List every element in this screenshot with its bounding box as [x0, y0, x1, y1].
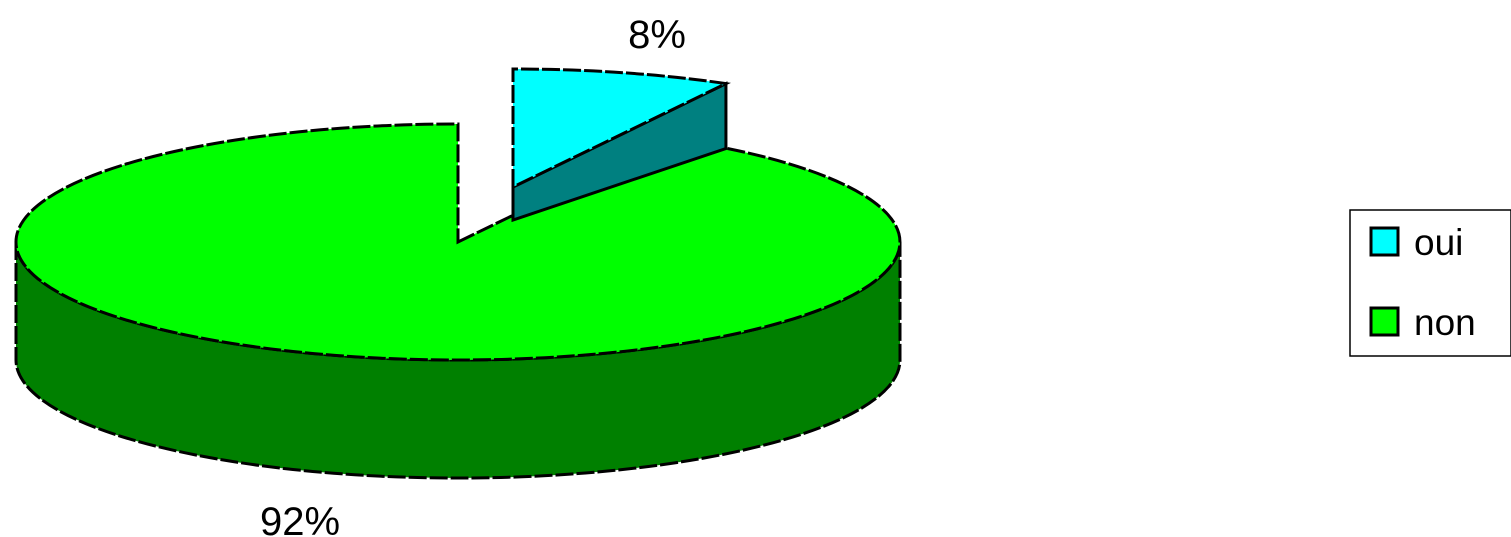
pie-slices	[14, 67, 902, 480]
legend-swatch-non	[1369, 306, 1400, 337]
legend-swatch-oui	[1369, 226, 1400, 257]
slice-oui	[511, 67, 731, 190]
legend: oui non	[1349, 209, 1511, 357]
legend-label-non: non	[1414, 302, 1476, 343]
data-label-non: 92%	[260, 500, 340, 537]
legend-label-oui: oui	[1414, 222, 1463, 263]
data-label-oui: 8%	[628, 13, 686, 57]
slice-non	[14, 122, 902, 362]
